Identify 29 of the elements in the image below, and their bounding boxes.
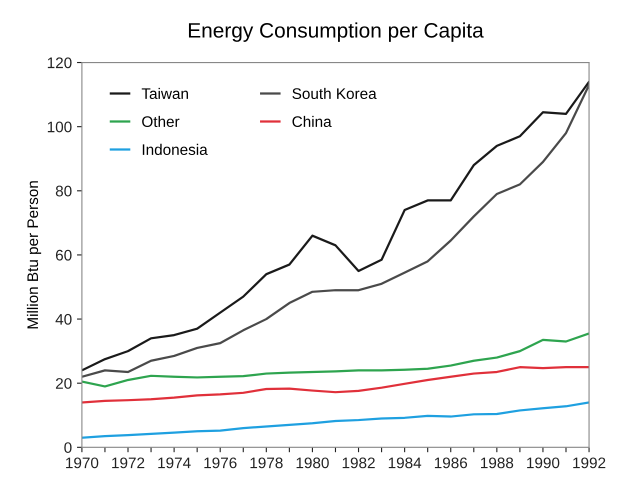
y-tick-label: 60 [56, 250, 72, 261]
y-tick-label: 0 [64, 442, 72, 454]
y-axis-title: Million Btu per Person [26, 181, 42, 328]
y-tick-label: 120 [48, 57, 72, 68]
x-tick-label: 1992 [573, 457, 606, 468]
line-series [82, 366, 590, 404]
x-tick-label: 1976 [204, 457, 237, 468]
legend-label: Taiwan [142, 88, 188, 100]
x-tick-label: 1986 [434, 457, 468, 468]
x-tick-label: 1982 [342, 457, 375, 468]
y-tick-label: 100 [48, 122, 72, 132]
x-tick-label: 1974 [158, 457, 191, 468]
x-tick-label: 1980 [296, 457, 329, 468]
legend-label: Other [142, 116, 180, 128]
line-series [82, 332, 590, 388]
line-series [82, 401, 590, 439]
x-tick-label: 1984 [388, 457, 422, 468]
x-tick-label: 1978 [250, 457, 283, 468]
chart-title: Energy Consumption per Capita [188, 22, 484, 42]
y-tick-label: 80 [56, 186, 72, 196]
y-tick-label: 40 [56, 314, 72, 325]
x-tick-label: 1990 [527, 457, 560, 468]
x-tick-label: 1972 [112, 457, 144, 468]
x-tick-label: 1970 [66, 457, 98, 468]
y-tick-label: 20 [56, 378, 72, 389]
legend-label: South Korea [292, 88, 377, 100]
legend-label: China [292, 116, 332, 128]
legend-label: Indonesia [142, 144, 208, 156]
x-tick-label: 1988 [481, 457, 514, 468]
